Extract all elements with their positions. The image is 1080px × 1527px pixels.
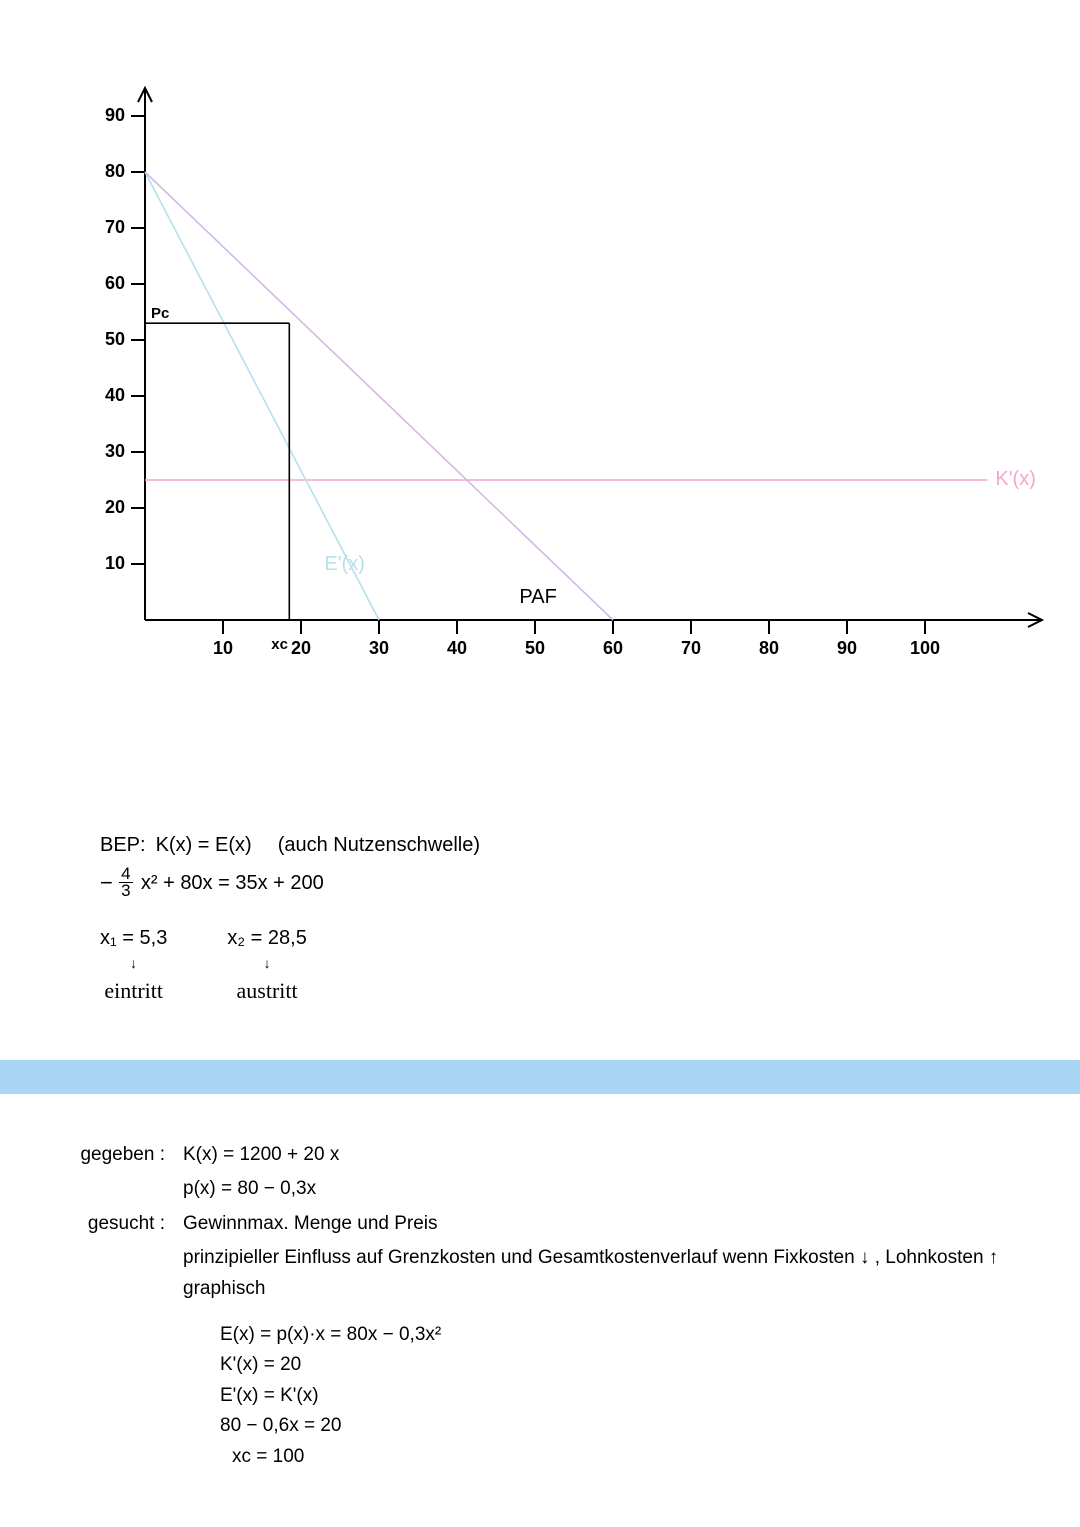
x-tick-label: 40: [442, 638, 472, 659]
y-tick-label: 10: [95, 553, 125, 574]
calc-line-4: 80 − 0,6x = 20: [220, 1411, 441, 1441]
section-divider-band: [0, 1060, 1080, 1094]
arrow-down-icon: ↓: [264, 953, 271, 974]
bep-paren: (auch Nutzenschwelle): [278, 830, 480, 860]
y-tick-label: 60: [95, 273, 125, 294]
y-tick-label: 90: [95, 105, 125, 126]
exercise-block: gegeben : K(x) = 1200 + 20 x p(x) = 80 −…: [80, 1140, 1080, 1308]
xc-label: xc: [271, 636, 288, 653]
x-tick-label: 70: [676, 638, 706, 659]
e-prime-label: E'(x): [324, 553, 364, 576]
gegeben-label: gegeben :: [80, 1140, 165, 1170]
bep-equation: K(x) = E(x): [156, 830, 252, 860]
y-tick-label: 40: [95, 385, 125, 406]
x-tick-label: 10: [208, 638, 238, 659]
y-tick-label: 70: [95, 217, 125, 238]
kx-formula: K(x) = 1200 + 20 x: [183, 1140, 339, 1170]
economics-chart: 10 20 30 40 50 60 70 80 90 10 20 30 40 50 60 70 80 90 100…: [85, 60, 1005, 680]
gesucht-label: gesucht :: [80, 1209, 165, 1239]
calc-line-2: K'(x) = 20: [220, 1350, 441, 1380]
x1-note: eintritt: [104, 974, 163, 1007]
pc-label: Pc: [151, 305, 169, 322]
bep-notes-block: BEP: K(x) = E(x) (auch Nutzenschwelle) −…: [100, 830, 480, 1007]
x-tick-label: 80: [754, 638, 784, 659]
x-tick-label: 30: [364, 638, 394, 659]
x-tick-label: 100: [910, 638, 940, 659]
gesucht-line-1: Gewinnmax. Menge und Preis: [183, 1209, 438, 1239]
gesucht-line-2: prinzipieller Einfluss auf Grenzkosten u…: [183, 1243, 1080, 1304]
y-tick-label: 50: [95, 329, 125, 350]
arrow-down-icon: ↓: [130, 953, 137, 974]
y-tick-label: 20: [95, 497, 125, 518]
x2-note: austritt: [237, 974, 298, 1007]
x-tick-label: 20: [286, 638, 316, 659]
calc-line-3: E'(x) = K'(x): [220, 1381, 441, 1411]
y-tick-label: 80: [95, 161, 125, 182]
px-formula: p(x) = 80 − 0,3x: [183, 1174, 316, 1204]
x2-value: x₂ = 28,5: [227, 923, 306, 953]
bep-prefix: BEP:: [100, 830, 146, 860]
y-tick-label: 30: [95, 441, 125, 462]
bep-eq-rest: x² + 80x = 35x + 200: [141, 868, 324, 898]
x1-value: x₁ = 5,3: [100, 923, 167, 953]
minus-sign: −: [100, 866, 113, 899]
calc-line-5: xc = 100: [232, 1442, 441, 1472]
frac-den: 3: [121, 883, 130, 898]
paf-label: PAF: [519, 586, 556, 609]
frac-num: 4: [121, 866, 130, 881]
k-prime-label: K'(x): [995, 468, 1035, 491]
x-tick-label: 60: [598, 638, 628, 659]
x-tick-label: 50: [520, 638, 550, 659]
calc-line-1: E(x) = p(x)·x = 80x − 0,3x²: [220, 1320, 441, 1350]
x-tick-label: 90: [832, 638, 862, 659]
calculation-block: E(x) = p(x)·x = 80x − 0,3x² K'(x) = 20 E…: [220, 1320, 441, 1472]
